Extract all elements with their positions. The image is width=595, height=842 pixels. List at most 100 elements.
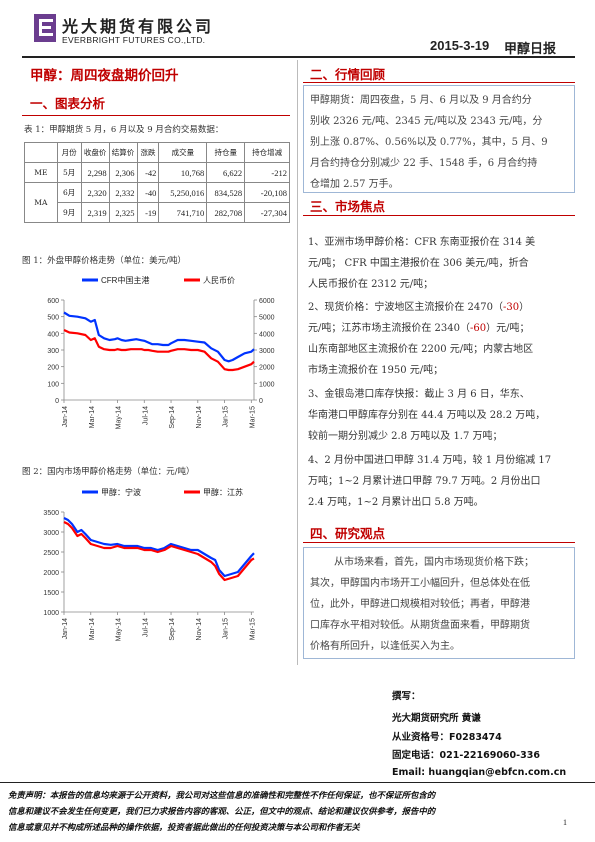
x-tick-label: Sep-14 [169, 406, 176, 429]
y-tick-label: 3500 [43, 510, 59, 517]
table-cell: -19 [136, 202, 160, 223]
figure2-container: 甲醇：宁波 甲醇：江苏 1000 1500 2000 2500 3000 3500 Jan-14… [22, 482, 292, 662]
y-tick-label: 400 [47, 331, 59, 338]
x-tick-label: Jan-15 [223, 618, 230, 640]
y-tick-label: 600 [47, 298, 59, 305]
focus-line: 2.4 万吨，1~2 月累计出口 5.8 万吨。 [308, 497, 484, 508]
figure2-caption: 图 2：国内市场甲醇价格走势（单位：元/吨） [22, 467, 195, 477]
focus-line: 华南港口甲醇库存分别在 44.4 万吨以及 28.2 万吨， [308, 410, 546, 421]
table-cell: 2,332 [108, 182, 138, 203]
y-tick-label: 2000 [43, 570, 59, 577]
section2-title: 二、行情回顾 [310, 67, 386, 82]
market-review-box: 甲醇期货：周四夜盘，5 月、6 月以及 9 月合约分 别收 2326 元/吨、2… [303, 85, 575, 193]
section3-rule [303, 215, 575, 216]
review-line: 月合约持仓分别减少 22 手、1548 手，6 月合约持 [310, 158, 538, 169]
view-line: 口库存水平相对较低。从期货盘面来看，甲醇期货 [310, 620, 530, 631]
review-line: 别上涨 0.87%、0.56%以及 0.77%，其中，5 月、9 [310, 137, 548, 148]
focus-item-3: 3、金银岛港口库存快报：截止 3 月 6 日，华东、 华南港口甲醇库存分别在 4… [308, 384, 576, 447]
header-divider [22, 56, 575, 58]
y-tick-label: 200 [47, 365, 59, 372]
table-cell: -40 [136, 182, 160, 203]
focus-line: 市场主流报价在 1950 元/吨； [308, 365, 444, 376]
x-tick-label: Mar-14 [89, 618, 96, 640]
table-cell-month: 6月 [56, 182, 82, 203]
table-header-row: 月份 收盘价 结算价 涨跌 成交量 持仓量 持仓增减 [24, 142, 290, 163]
table-cell-contract: ME [24, 162, 58, 183]
x-tick-label: Nov-14 [196, 618, 203, 641]
figure1-container: CFR中国主港 人民币价 0 100 200 300 400 500 600 0 1000 2000 3… [22, 270, 292, 450]
table-cell: 2,306 [108, 162, 138, 183]
x-tick-label: Nov-14 [196, 406, 203, 429]
table-cell: 2,319 [80, 202, 110, 223]
x-tick-label: Jan-14 [62, 618, 69, 640]
focus-line: 元/吨；江苏市场主流报价在 2340（-60）元/吨； [308, 318, 576, 339]
figure2-chart: 甲醇：宁波 甲醇：江苏 1000 1500 2000 2500 3000 3500 Jan-14… [43, 487, 256, 641]
x-tick-label: May-14 [116, 618, 123, 641]
author-phone: 固定电话：021-22169060-336 [392, 750, 540, 761]
x-tick-label: Mar-15 [249, 406, 256, 428]
y-tick-label: 500 [47, 315, 59, 322]
disclaimer-line: 信息和建议不会发生任何变更，我们已力求报告内容的客观、公正，但文中的观点、结论和… [8, 806, 436, 816]
y-tick-label-right: 3000 [259, 348, 275, 355]
author-label: 撰写： [392, 691, 421, 702]
price-change-red: -30 [503, 302, 520, 313]
table-cell-month: 5月 [56, 162, 82, 183]
table-cell: 834,528 [206, 182, 246, 203]
focus-text: ） [519, 302, 530, 313]
company-logo-icon [34, 14, 56, 42]
page-number: 1 [563, 818, 567, 827]
y-tick-label: 1000 [43, 610, 59, 617]
table-cell: -27,304 [244, 202, 290, 223]
focus-line: 3、金银岛港口库存快报：截止 3 月 6 日，华东、 [308, 389, 530, 400]
disclaimer-box: 免责声明：本报告的信息均来源于公开资料，我公司对这些信息的准确性和完整性不作任何… [0, 782, 595, 842]
table-header-cell: 月份 [56, 142, 82, 163]
table-header-cell: 成交量 [158, 142, 208, 163]
section4-title: 四、研究观点 [310, 526, 386, 541]
price-change-red: -60 [470, 323, 487, 334]
series-line-blue [63, 517, 255, 578]
section1-rule [22, 115, 290, 116]
y-tick-label: 3000 [43, 530, 59, 537]
x-tick-label: Jan-14 [62, 406, 69, 428]
series-line-blue [63, 311, 255, 363]
figure1-chart: CFR中国主港 人民币价01002003004005006000100020003… [47, 275, 275, 429]
y-tick-label-right: 4000 [259, 331, 275, 338]
table-header-cell: 持仓增减 [244, 142, 290, 163]
company-name-en: EVERBRIGHT FUTURES CO.,LTD. [62, 35, 206, 45]
x-tick-label: Sep-14 [169, 618, 176, 641]
headline: 甲醇：周四夜盘期价回升 [30, 68, 179, 84]
table-cell: 2,320 [80, 182, 110, 203]
focus-line: 较前一期分别减少 2.8 万吨以及 1.7 万吨； [308, 431, 503, 442]
table-header-cell: 收盘价 [80, 142, 110, 163]
table-cell: -212 [244, 162, 290, 183]
y-tick-label: 1500 [43, 590, 59, 597]
focus-line: 元/吨； CFR 中国主港报价在 306 美元/吨，折合 [308, 258, 529, 269]
y-tick-label-right: 1000 [259, 381, 275, 388]
focus-line: 万吨；1~2 月累计进口甲醇 79.7 万吨。2 月份出口 [308, 476, 541, 487]
legend-label: 甲醇：宁波 [101, 487, 141, 497]
table-row: ME 5月 2,298 2,306 -42 10,768 6,622 -212 [24, 162, 290, 183]
disclaimer-line: 信息或意见并不构成所述品种的操作依据，投资者据此做出的任何投资决策与本公司和作者… [8, 822, 360, 832]
figure1-caption: 图 1：外盘甲醇价格走势（单位：美元/吨） [22, 256, 186, 266]
section2-rule [303, 82, 575, 83]
x-tick-label: Mar-14 [89, 406, 96, 428]
table-cell: 741,710 [158, 202, 208, 223]
table-cell: -20,108 [244, 182, 290, 203]
table-row: MA 6月 2,320 2,332 -40 5,250,016 834,528 … [24, 182, 290, 223]
y-tick-label: 0 [55, 398, 59, 405]
y-tick-label-right: 2000 [259, 365, 275, 372]
report-title: 甲醇日报 [504, 42, 557, 57]
legend-label: 甲醇：江苏 [203, 487, 243, 497]
view-line: 其次，甲醇国内市场开工小幅回升，但总体处在低 [310, 578, 530, 589]
focus-text: 元/吨；江苏市场主流报价在 2340（ [308, 323, 470, 334]
author-email: Email: huangqian@ebfcn.com.cn [392, 767, 567, 778]
focus-text: ）元/吨； [486, 323, 530, 334]
table-header-cell: 结算价 [108, 142, 138, 163]
table-caption: 表 1：甲醇期货 5 月，6 月以及 9 月合约交易数据： [24, 125, 224, 135]
focus-item-4: 4、2 月份中国进口甲醇 31.4 万吨，较 1 月份缩减 17 万吨；1~2 … [308, 450, 576, 513]
table-cell: 6,622 [206, 162, 246, 183]
table-header-cell: 涨跌 [136, 142, 160, 163]
y-tick-label: 100 [47, 381, 59, 388]
table-cell: 2,325 [108, 202, 138, 223]
table-cell: -42 [136, 162, 160, 183]
